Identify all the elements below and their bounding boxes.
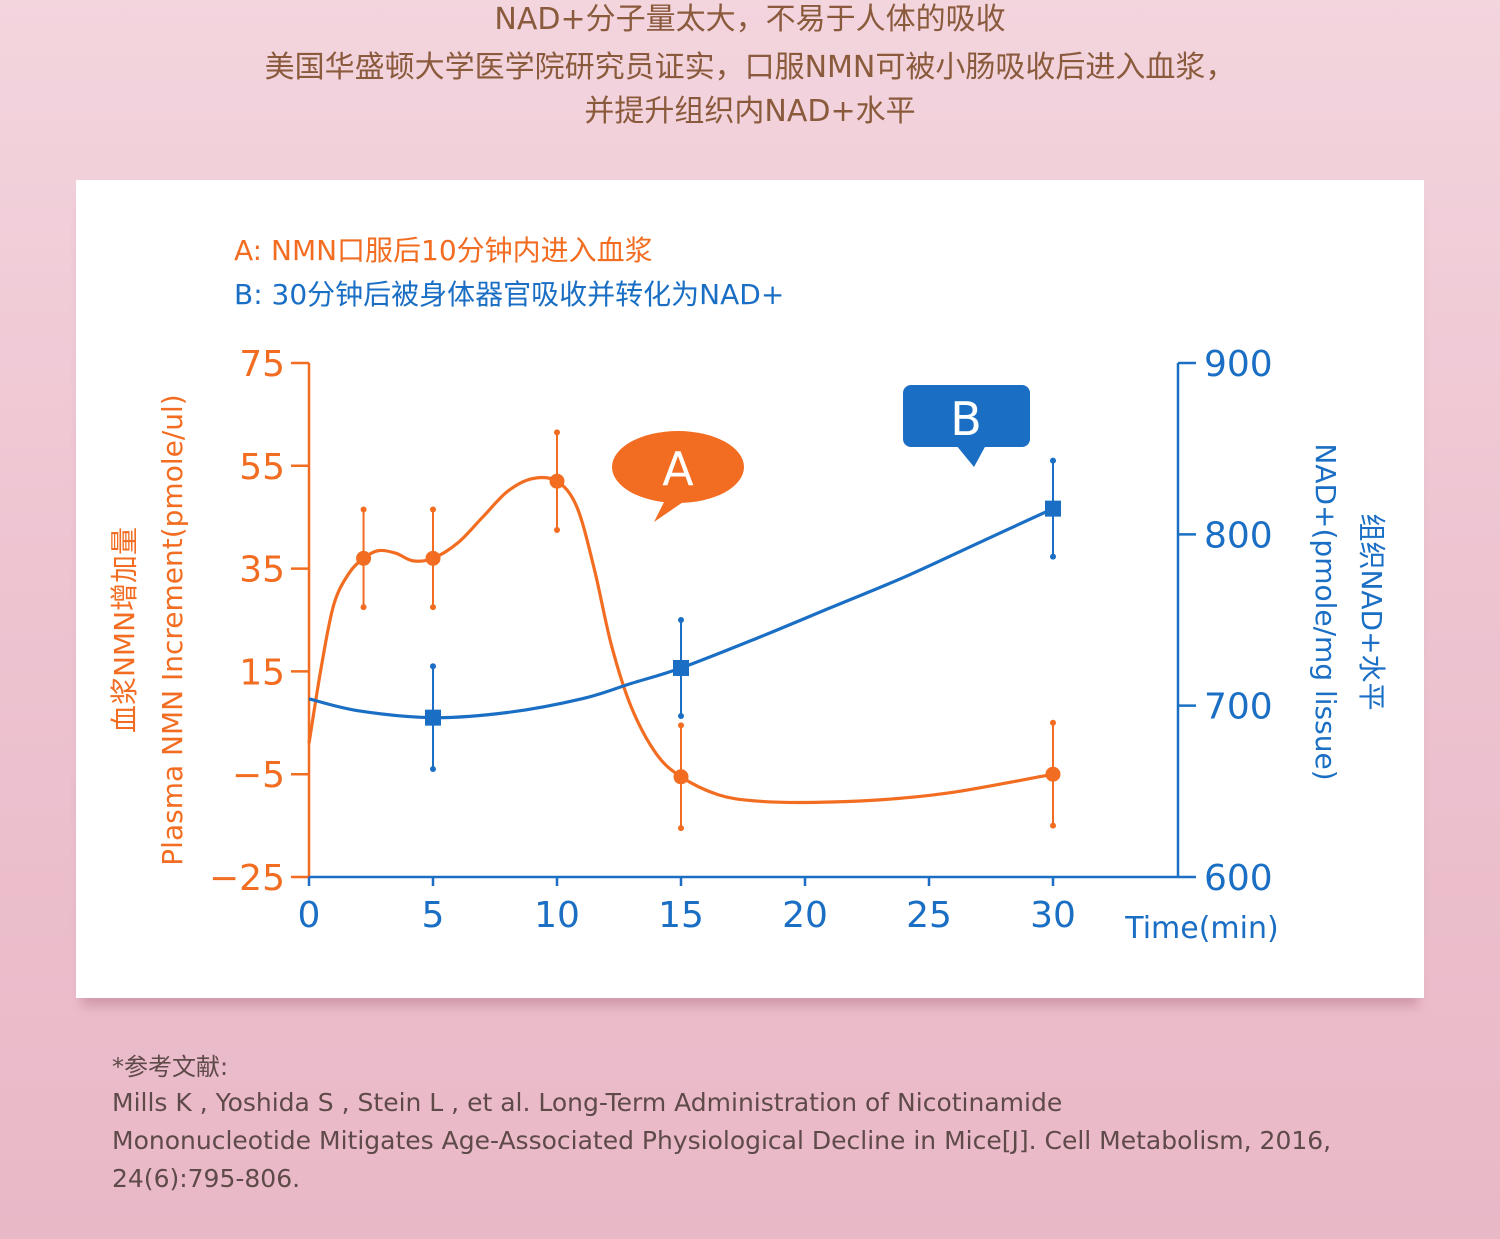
bubble-b-tail [956,445,986,467]
bubble-a: A [612,431,744,522]
chart-card: A: NMN口服后10分钟内进入血浆 B: 30分钟后被身体器官吸收并转化为NA… [76,180,1424,998]
error-bar-cap [360,506,367,513]
error-bar-cap [678,617,684,623]
y-right-tick-label: 900 [1204,344,1273,385]
x-tick-label: 30 [1030,895,1076,936]
y-right-label-cn: 组织NAD+水平 [1355,513,1388,710]
x-tick-label: 25 [906,895,952,936]
bubble-a-shape [612,431,744,503]
error-bar-cap [430,506,436,513]
bubble-a-label: A [662,442,694,496]
error-bar-cap [678,712,684,719]
y-left-tick-label: 75 [239,344,285,385]
y-left-tick-label: 35 [239,550,285,591]
error-bar-cap [678,825,684,832]
bubble-a-tail [654,498,686,522]
y-left-tick-label: 55 [239,447,285,488]
series-layer [307,429,1061,832]
error-bar-cap [1050,553,1056,560]
error-bar-cap [1050,719,1056,726]
header-line-1: NAD+分子量太大，不易于人体的吸收 [494,2,1006,37]
y-right-tick-label: 700 [1204,687,1273,728]
error-bar-cap [554,527,560,534]
data-point [425,550,441,566]
references-title: *参考文献: [112,1053,229,1081]
header-line-3: 并提升组织内NAD+水平 [584,94,916,129]
y-right-tick-label: 800 [1204,515,1273,556]
legend-b: B: 30分钟后被身体器官吸收并转化为NAD+ [234,278,784,311]
x-tick-label: 0 [298,895,321,936]
chart-svg: A: NMN口服后10分钟内进入血浆 B: 30分钟后被身体器官吸收并转化为NA… [108,234,1388,946]
header-line-2: 美国华盛顿大学医学院研究员证实，口服NMN可被小肠吸收后进入血浆， [264,50,1236,85]
y-left-tick-label: −25 [209,858,285,899]
bubble-b-shape [903,385,1030,447]
error-bar-cap [1050,457,1056,464]
y-left-label-cn: 血浆NMN增加量 [108,527,141,733]
y-left-tick-label: 15 [239,652,285,693]
legend-a: A: NMN口服后10分钟内进入血浆 [234,234,653,267]
data-point [673,769,689,785]
data-point [356,550,372,566]
x-tick-label: 5 [422,895,445,936]
data-point [673,659,689,676]
y-right-tick-label: 600 [1204,858,1273,899]
axes-group: 75 55 35 15 −5 −25 900 800 700 600 0 5 10 15 20 25 30 [209,344,1273,936]
y-left-tick-label: −5 [232,755,285,796]
x-axis-label: Time(min) [1124,911,1278,946]
error-bar-cap [678,722,684,729]
error-bar-cap [430,766,436,773]
error-bar-cap [554,429,560,436]
data-point [1045,766,1061,782]
y-right-label-en: NAD+(pmole/mg lissue) [1309,443,1342,780]
references: *参考文献: Mills K , Yoshida S , Stein L , e… [112,1050,1412,1198]
x-tick-label: 10 [534,895,580,936]
x-tick-label: 15 [658,895,704,936]
data-point [1045,500,1061,517]
data-point [549,473,565,489]
reference-line-2: Mononucleotide Mitigates Age-Associated … [112,1126,1332,1155]
error-bar-cap [1050,822,1056,829]
error-bar-cap [430,663,436,670]
y-left-label-en: Plasma NMN Increment(pmole/ul) [156,394,189,865]
reference-line-1: Mills K , Yoshida S , Stein L , et al. L… [112,1088,1063,1117]
error-bar-cap [360,604,367,611]
x-tick-label: 20 [782,895,828,936]
bubble-b-label: B [950,392,982,446]
reference-line-3: 24(6):795-806. [112,1164,301,1193]
data-point [425,709,441,726]
bubble-b: B [903,385,1030,467]
error-bar-cap [430,604,436,611]
